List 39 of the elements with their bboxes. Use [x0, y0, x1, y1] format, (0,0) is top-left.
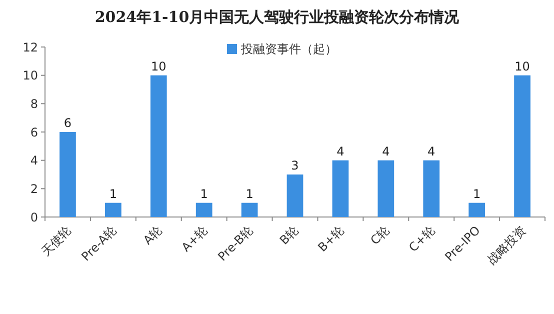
data-label: 6: [64, 116, 72, 130]
x-tick-label: A+轮: [178, 223, 210, 255]
legend-label: 投融资事件（起）: [240, 42, 337, 56]
bar: [241, 202, 258, 217]
data-label: 1: [200, 186, 208, 201]
y-tick-label: 2: [30, 182, 38, 196]
data-label: 3: [291, 158, 299, 172]
bar: [196, 202, 212, 217]
y-tick-label: 8: [30, 96, 38, 111]
bar: [468, 202, 485, 217]
x-tick-label: 天使轮: [38, 223, 74, 259]
data-label: 10: [150, 59, 166, 74]
y-tick-label: 4: [30, 154, 38, 168]
x-tick-label: B+轮: [315, 223, 347, 255]
data-label: 1: [246, 186, 254, 201]
x-tick-label: B轮: [276, 223, 302, 248]
x-tick-label: C+轮: [406, 223, 438, 255]
y-tick-label: 12: [22, 40, 38, 54]
y-tick-label: 0: [30, 210, 38, 224]
data-label: 10: [514, 59, 530, 74]
x-tick-label: 战略投资: [484, 223, 528, 268]
data-label: 4: [428, 144, 436, 158]
x-tick-label: A轮: [140, 223, 165, 248]
data-label: 4: [382, 144, 390, 158]
x-tick-label: C轮: [368, 223, 392, 248]
bar: [105, 202, 122, 217]
bar: [150, 75, 167, 217]
bar: [423, 160, 440, 217]
bar: [514, 75, 530, 217]
data-label: 1: [473, 186, 481, 201]
bar: [332, 160, 349, 217]
bar: [378, 160, 394, 217]
bar: [286, 174, 304, 217]
y-tick-label: 10: [22, 68, 38, 83]
data-label: 4: [336, 144, 344, 158]
data-label: 1: [109, 186, 117, 201]
y-tick-label: 6: [30, 125, 38, 140]
chart-title: 2024年1-10月中国无人驾驶行业投融资轮次分布情况: [94, 8, 460, 26]
bar: [60, 132, 76, 217]
